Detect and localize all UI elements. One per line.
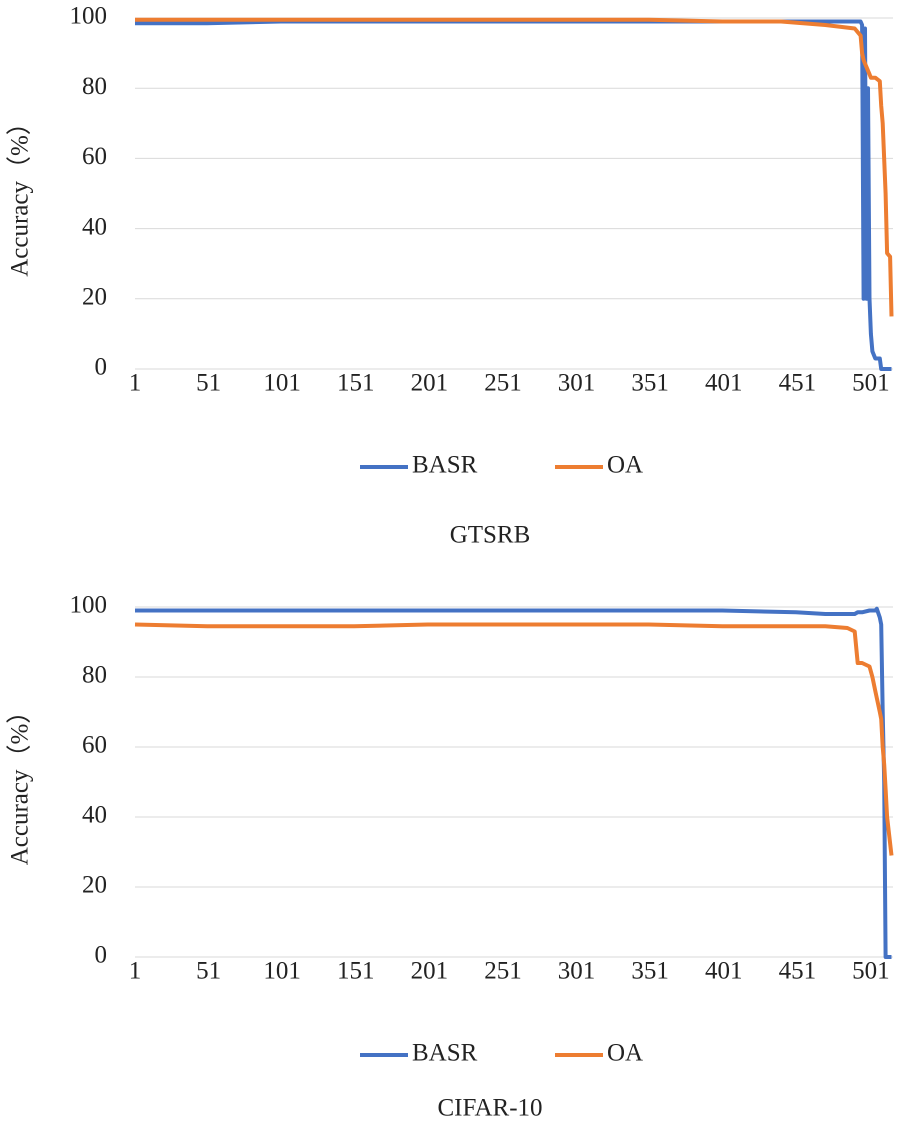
- legend-label: OA: [607, 1040, 643, 1067]
- x-tick-label: 251: [484, 958, 522, 985]
- y-tick-label: 80: [82, 73, 107, 100]
- x-tick-label: 1: [129, 958, 142, 985]
- x-tick-label: 501: [852, 370, 890, 397]
- x-tick-label: 351: [631, 370, 669, 397]
- x-tick-label: 351: [631, 958, 669, 985]
- y-tick-label: 60: [82, 143, 107, 170]
- y-tick-label: 20: [82, 872, 107, 899]
- x-tick-label: 51: [196, 370, 221, 397]
- x-tick-label: 301: [558, 370, 596, 397]
- x-tick-label: 101: [263, 958, 301, 985]
- y-tick-label: 80: [82, 662, 107, 689]
- legend-label: BASR: [412, 452, 478, 479]
- y-axis-label: Accuracy（%）: [6, 110, 34, 277]
- x-tick-label: 401: [705, 958, 743, 985]
- y-tick-label: 40: [82, 802, 107, 829]
- x-tick-label: 201: [411, 958, 449, 985]
- y-tick-label: 20: [82, 284, 107, 311]
- x-tick-label: 101: [263, 370, 301, 397]
- x-tick-label: 301: [558, 958, 596, 985]
- data-line: [135, 17, 894, 317]
- data-line: [135, 19, 893, 371]
- y-tick-label: 40: [82, 213, 107, 240]
- y-axis-label: Accuracy（%）: [6, 699, 34, 866]
- chart-title: CIFAR-10: [437, 1095, 542, 1122]
- data-line: [134, 622, 894, 856]
- x-tick-label: 201: [411, 370, 449, 397]
- y-tick-label: 0: [95, 942, 108, 969]
- y-tick-label: 100: [70, 3, 108, 30]
- x-tick-label: 51: [196, 958, 221, 985]
- data-line: [135, 606, 892, 959]
- x-tick-label: 501: [852, 958, 890, 985]
- x-tick-label: 251: [484, 370, 522, 397]
- x-tick-label: 151: [337, 958, 375, 985]
- x-tick-label: 451: [779, 370, 817, 397]
- y-tick-label: 0: [95, 354, 108, 381]
- y-tick-label: 60: [82, 732, 107, 759]
- x-tick-label: 451: [779, 958, 817, 985]
- legend-label: BASR: [412, 1040, 478, 1067]
- x-tick-label: 1: [129, 370, 142, 397]
- x-tick-label: 151: [337, 370, 375, 397]
- chart-title: GTSRB: [450, 522, 531, 549]
- x-tick-label: 401: [705, 370, 743, 397]
- y-tick-label: 100: [70, 592, 108, 619]
- legend-label: OA: [607, 452, 643, 479]
